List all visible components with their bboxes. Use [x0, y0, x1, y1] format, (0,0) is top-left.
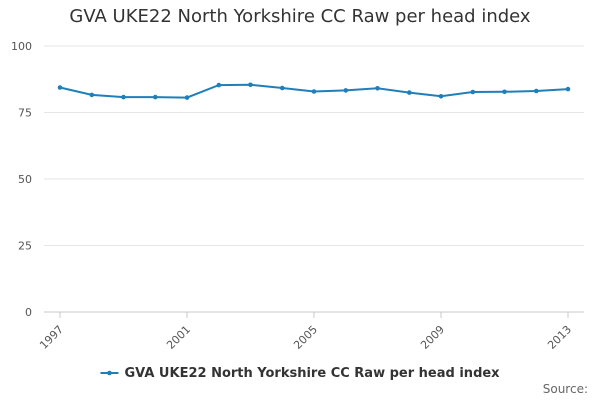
legend-label: GVA UKE22 North Yorkshire CC Raw per hea… [125, 366, 501, 381]
x-tick-label: 1997 [37, 323, 66, 352]
y-tick-label: 25 [18, 240, 32, 253]
data-point[interactable] [89, 92, 95, 98]
y-tick-label: 50 [18, 173, 32, 186]
data-point[interactable] [565, 86, 571, 92]
data-point[interactable] [343, 88, 349, 93]
data-point[interactable] [502, 89, 507, 95]
data-point[interactable] [121, 94, 126, 100]
x-tick-label: 2001 [164, 323, 193, 352]
data-point[interactable] [470, 89, 476, 95]
data-point[interactable] [375, 86, 380, 91]
grid-lines [44, 45, 584, 313]
y-tick-label: 75 [18, 107, 32, 120]
data-point[interactable] [534, 88, 539, 94]
source-credit[interactable]: Source: [542, 382, 588, 396]
data-point[interactable] [248, 82, 253, 88]
x-tick-label: 2009 [418, 323, 447, 352]
y-tick-label: 0 [25, 306, 32, 319]
data-point[interactable] [280, 85, 285, 91]
data-point[interactable] [438, 94, 444, 99]
data-point[interactable] [153, 94, 158, 100]
y-axis: 0 25 50 75 100 [11, 40, 32, 319]
y-tick-label: 100 [11, 40, 32, 53]
data-point[interactable] [407, 90, 412, 95]
chart-title: GVA UKE22 North Yorkshire CC Raw per hea… [69, 6, 531, 27]
x-axis: 1997 2001 2005 2009 2013 [37, 312, 574, 352]
data-point[interactable] [57, 85, 63, 90]
data-point[interactable] [216, 82, 222, 88]
data-point[interactable] [311, 89, 317, 94]
legend-marker [107, 370, 112, 376]
legend[interactable]: GVA UKE22 North Yorkshire CC Raw per hea… [100, 366, 500, 381]
x-tick-label: 2005 [291, 323, 320, 352]
series-layer [57, 82, 571, 100]
data-point[interactable] [184, 95, 190, 100]
x-tick-label: 2013 [545, 323, 574, 352]
